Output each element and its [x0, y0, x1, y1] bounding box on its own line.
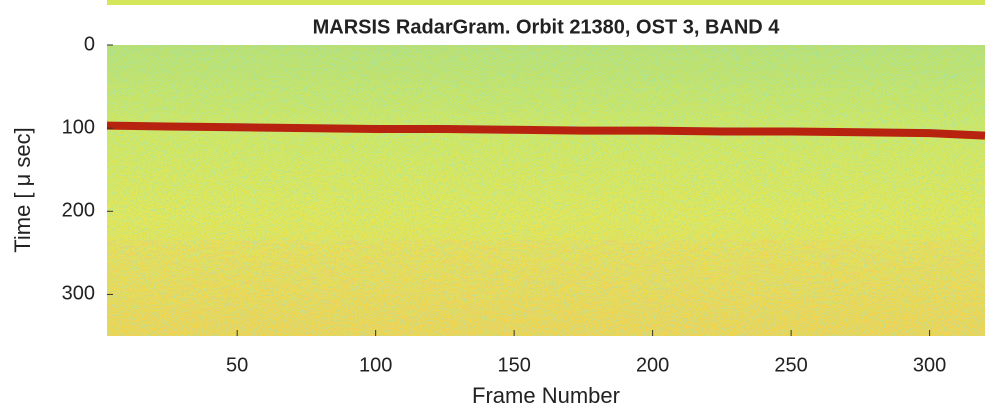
radargram-texture [107, 45, 985, 336]
x-tick-label: 300 [913, 354, 946, 376]
y-tick-label: 300 [62, 283, 95, 305]
x-tick-label: 250 [774, 354, 807, 376]
upper-strip [107, 0, 985, 5]
x-tick-label: 150 [497, 354, 530, 376]
y-tick-label: 100 [62, 116, 95, 138]
x-tick-label: 100 [359, 354, 392, 376]
y-axis-label: Time [ μ sec] [10, 127, 35, 253]
chart-title: MARSIS RadarGram. Orbit 21380, OST 3, BA… [313, 16, 781, 38]
x-tick-label: 50 [226, 354, 248, 376]
x-tick-label: 200 [636, 354, 669, 376]
x-axis-label: Frame Number [472, 383, 620, 408]
echo-line [106, 121, 986, 140]
y-tick-label: 0 [84, 33, 95, 55]
y-tick-label: 200 [62, 200, 95, 222]
plot-area [106, 45, 986, 336]
